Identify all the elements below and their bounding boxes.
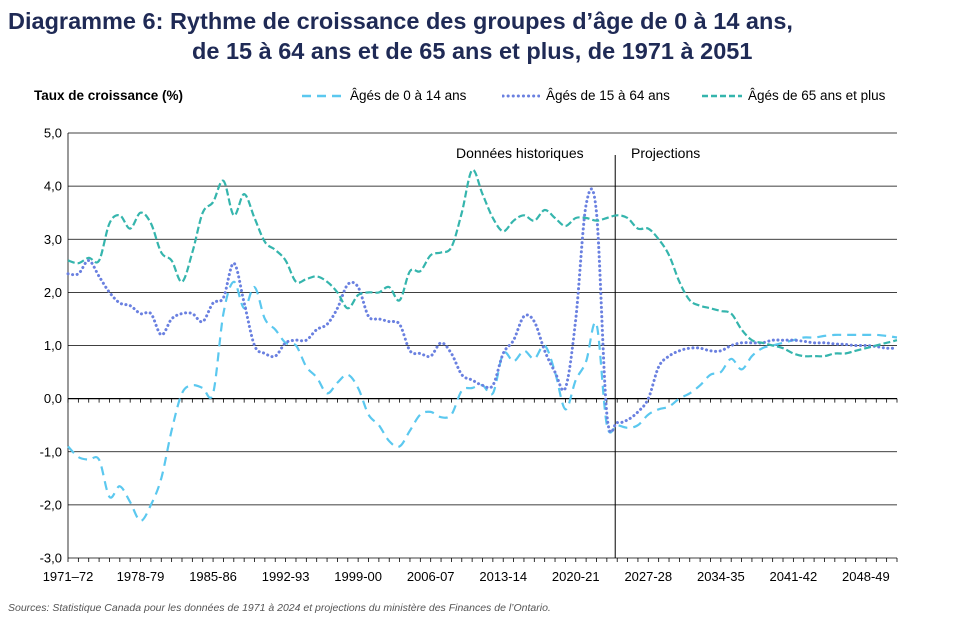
annotation-historical: Données historiques — [456, 145, 584, 161]
chart-title: Diagramme 6: Rythme de croissance des gr… — [8, 6, 953, 66]
y-tick-label: 2,0 — [44, 285, 62, 300]
x-tick-label: 1985-86 — [189, 569, 237, 584]
x-tick-label: 2034-35 — [697, 569, 745, 584]
y-tick-label: -3,0 — [40, 551, 62, 566]
y-tick-label: -1,0 — [40, 444, 62, 459]
x-tick-label: 2006-07 — [407, 569, 455, 584]
series-line-15-64 — [66, 187, 899, 434]
x-tick-label: 1971–72 — [43, 569, 94, 584]
legend-item-0-14: Âgés de 0 à 14 ans — [302, 88, 466, 103]
x-tick-label: 1978-79 — [117, 569, 165, 584]
source-note: Sources: Statistique Canada pour les don… — [8, 602, 551, 614]
legend-label-0-14: Âgés de 0 à 14 ans — [350, 88, 467, 103]
x-tick-label: 1992-93 — [262, 569, 310, 584]
legend-item-15-64: Âgés de 15 à 64 ans — [502, 88, 670, 103]
y-tick-label: 5,0 — [44, 126, 62, 141]
legend-label-65: Âgés de 65 ans et plus — [748, 88, 886, 103]
x-tick-label: 2027-28 — [624, 569, 672, 584]
chart-title-line1: Diagramme 6: Rythme de croissance des gr… — [8, 8, 793, 34]
chart-title-line2: de 15 à 64 ans et de 65 ans et plus, de … — [192, 38, 753, 64]
x-tick-label: 2013-14 — [479, 569, 527, 584]
legend-swatch-15-64 — [502, 94, 540, 97]
x-tick-label: 2048-49 — [842, 569, 890, 584]
x-tick-label: 2020-21 — [552, 569, 600, 584]
y-tick-label: 4,0 — [44, 179, 62, 194]
legend-swatch-0-14 — [302, 94, 344, 97]
x-tick-label: 1999-00 — [334, 569, 382, 584]
legend-label-15-64: Âgés de 15 à 64 ans — [546, 88, 670, 103]
series-line-65 — [67, 168, 898, 358]
y-tick-label: 1,0 — [44, 338, 62, 353]
legend-item-65: Âgés de 65 ans et plus — [702, 88, 885, 103]
y-tick-label: 0,0 — [44, 391, 62, 406]
legend-swatch-65 — [702, 94, 742, 97]
x-tick-label: 2041-42 — [770, 569, 818, 584]
y-tick-label: 3,0 — [44, 232, 62, 247]
y-axis-label: Taux de croissance (%) — [34, 88, 184, 103]
y-tick-label: -2,0 — [40, 497, 62, 512]
annotation-projections: Projections — [631, 145, 701, 161]
